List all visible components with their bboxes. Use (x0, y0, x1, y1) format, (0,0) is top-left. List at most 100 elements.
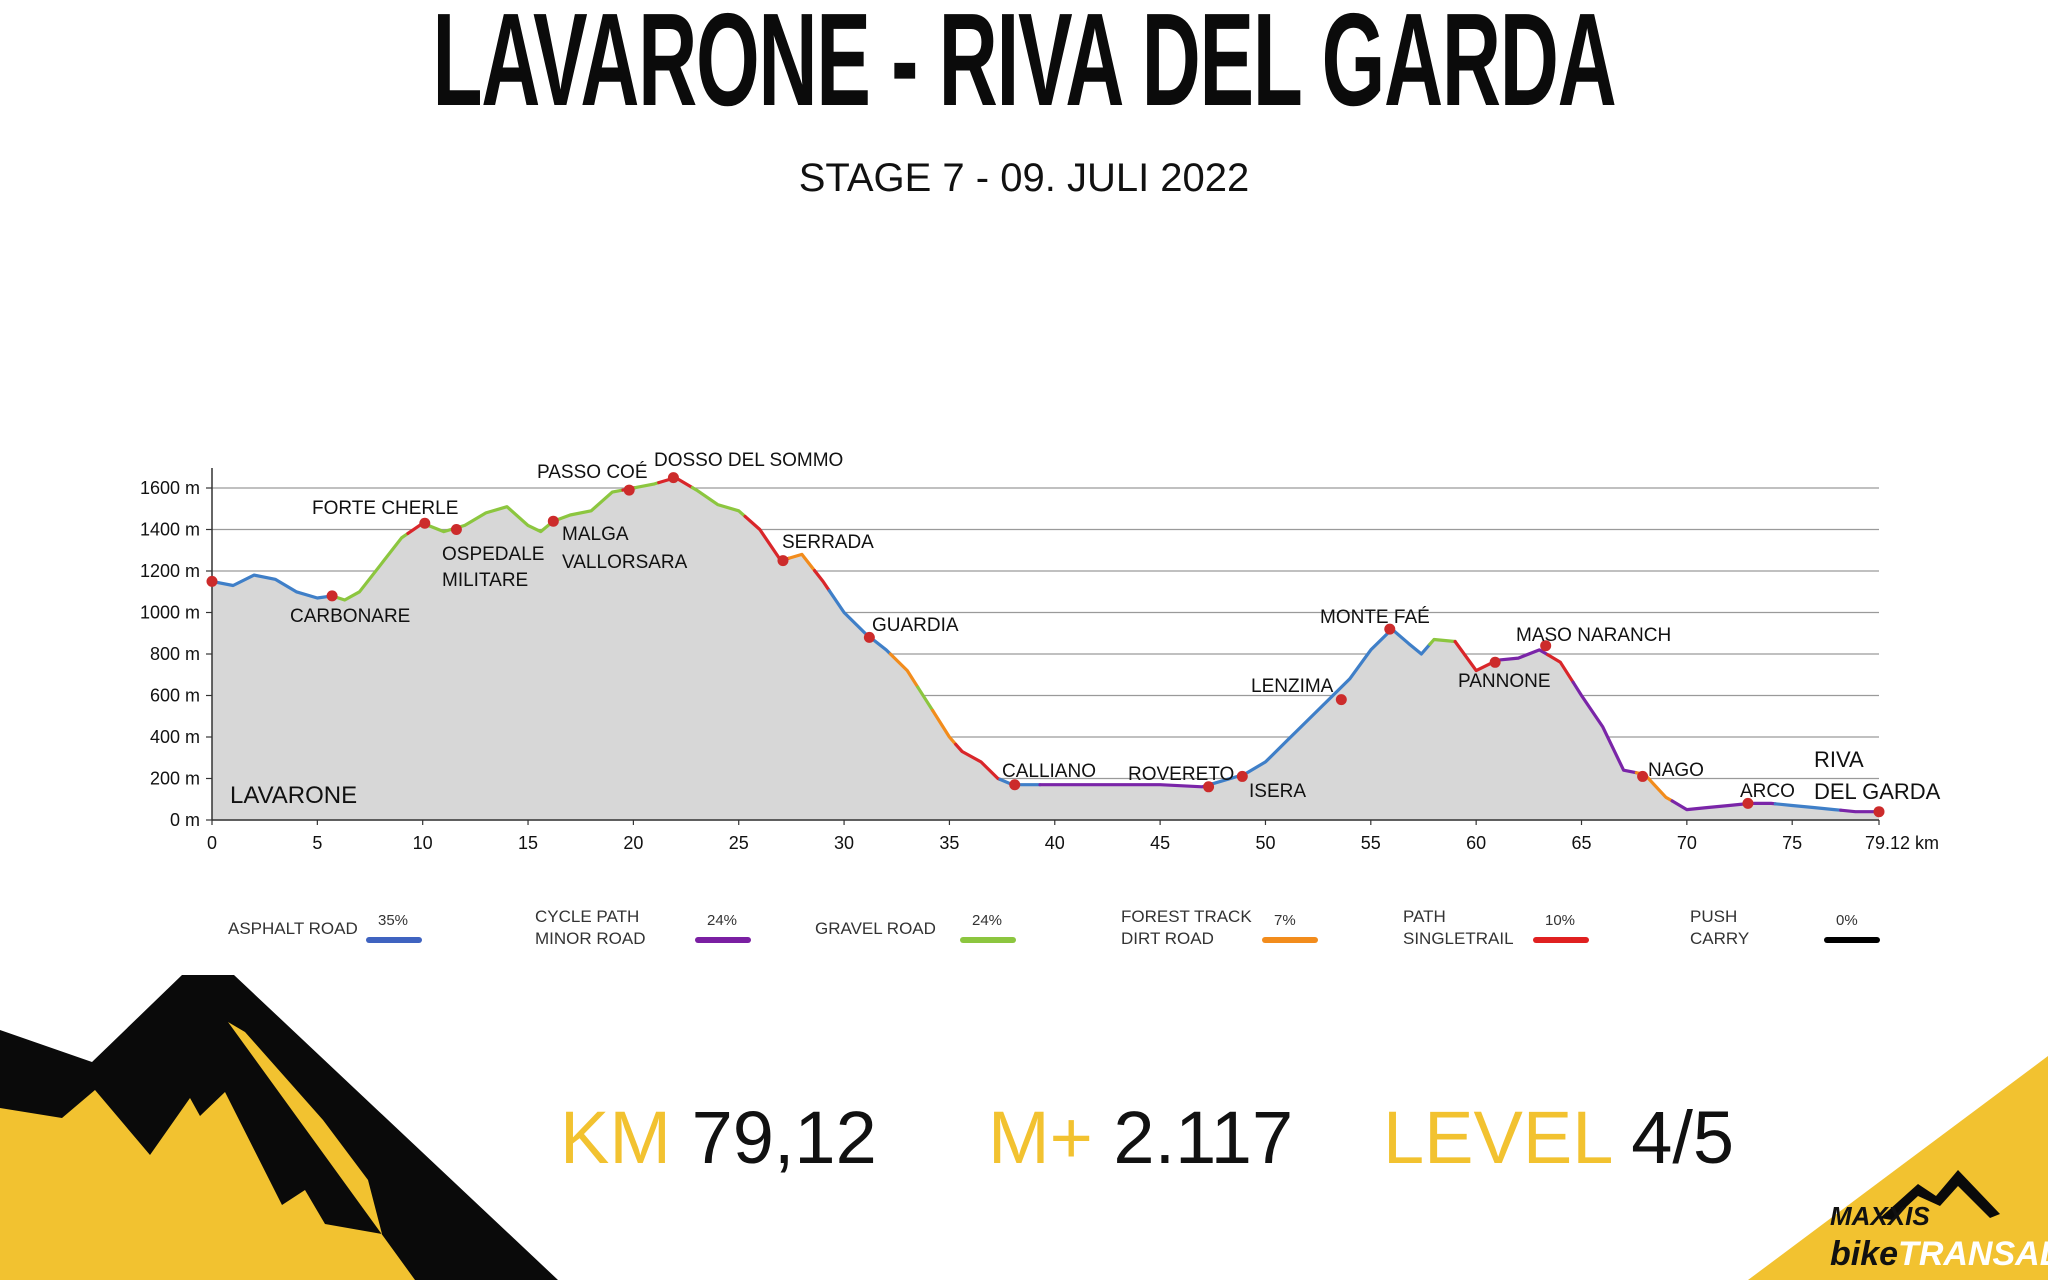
waypoint-marker (1335, 694, 1347, 706)
legend-swatch (1533, 937, 1589, 943)
label-del-garda: DEL GARDA (1814, 779, 1941, 804)
label-rovereto: ROVERETO (1128, 764, 1234, 785)
x-tick-label: 75 (1782, 833, 1802, 853)
legend-percent: 24% (707, 912, 738, 929)
x-tick-label: 5 (312, 833, 322, 853)
x-tick-label: 15 (518, 833, 538, 853)
stage-subtitle: STAGE 7 - 09. JULI 2022 (798, 156, 1250, 200)
label-lenzima: LENZIMA (1251, 676, 1334, 697)
surface-segment-singletrail (1453, 639, 1495, 673)
label-calliano: CALLIANO (1002, 761, 1096, 782)
y-tick-label: 200 m (150, 769, 200, 789)
left-mountain-yellow (0, 1022, 415, 1280)
label-maso-naranch: MASO NARANCH (1516, 625, 1671, 646)
waypoint-labels: CARBONARE FORTE CHERLE OSPEDALE MILITARE… (230, 450, 1941, 809)
legend-label-line: DIRT ROAD (1121, 929, 1214, 948)
x-tick-label: 70 (1677, 833, 1697, 853)
chart-axes (211, 468, 1879, 821)
x-tick-label: 20 (623, 833, 643, 853)
waypoint-marker (450, 524, 462, 535)
waypoint-marker (623, 484, 635, 496)
y-tick-label: 1400 m (140, 520, 200, 540)
waypoint-marker (1203, 781, 1215, 793)
legend-label-line: FOREST TRACK (1121, 907, 1252, 926)
legend-swatch (1262, 937, 1318, 943)
y-tick-label: 600 m (150, 686, 200, 706)
x-tick-labels: 0 5 10 15 20 25 30 35 40 45 50 55 60 65 70 75 79.12 km (207, 820, 1939, 853)
maxxis-bike-transalp-logo: MAXXIS bikeTRANSALP (1830, 1190, 2048, 1280)
left-mountain-black (0, 975, 558, 1280)
stat-elevation-value: 2.117 (1113, 1096, 1294, 1179)
surface-segment-gravel (916, 685, 935, 712)
y-tick-label: 1200 m (140, 561, 200, 581)
x-tick-label: 40 (1045, 833, 1065, 853)
x-tick-label: 79.12 km (1865, 833, 1939, 853)
elevation-area (212, 477, 1879, 820)
legend-percent: 0% (1836, 912, 1858, 929)
surface-segment-gravel (427, 488, 625, 534)
y-tick-label: 1600 m (140, 478, 200, 498)
y-tick-label: 0 m (170, 810, 200, 830)
waypoint-marker (1384, 623, 1396, 635)
label-ospedale: OSPEDALE (442, 544, 544, 565)
elevation-profile-chart: 0 m 200 m 400 m 600 m 800 m 1000 m 1200 m 1400 … (140, 450, 1941, 853)
label-pannone: PANNONE (1458, 671, 1551, 692)
surface-segment-asphalt (1211, 629, 1392, 786)
x-tick-label: 50 (1255, 833, 1275, 853)
label-carbonare: CARBONARE (290, 606, 410, 627)
surface-segments (210, 476, 1881, 814)
legend-swatch (960, 937, 1016, 943)
waypoint-marker (777, 555, 789, 567)
surface-segment-singletrail (813, 569, 831, 593)
surface-segment-asphalt (827, 589, 892, 656)
stat-km-label: KM (560, 1096, 671, 1179)
surface-segment-forest (787, 552, 817, 573)
legend-label-line: PUSH (1690, 907, 1738, 926)
legend-percent: 7% (1274, 912, 1296, 929)
legend-label: FOREST TRACK DIRT ROAD (1121, 906, 1252, 950)
x-tick-label: 45 (1150, 833, 1170, 853)
surface-segment-cyclepath (1839, 808, 1881, 814)
legend-label: ASPHALT ROAD (228, 918, 358, 940)
stat-elevation-label: M+ (988, 1096, 1093, 1179)
legend-label-line: PATH (1403, 907, 1446, 926)
surface-segment-gravel (1428, 637, 1457, 646)
waypoint-marker (326, 590, 338, 602)
waypoint-marker (1873, 806, 1885, 818)
x-tick-label: 30 (834, 833, 854, 853)
x-tick-label: 55 (1361, 833, 1381, 853)
legend-label-line: CARRY (1690, 929, 1750, 948)
waypoint-marker (1637, 770, 1649, 782)
stat-level-value: 4/5 (1631, 1096, 1735, 1179)
x-tick-label: 0 (207, 833, 217, 853)
legend-label-line: CYCLE PATH (535, 907, 640, 926)
legend-label: PUSH CARRY (1690, 906, 1749, 950)
label-nago: NAGO (1648, 760, 1704, 781)
waypoint-marker (419, 517, 431, 529)
label-malga: MALGA (562, 524, 629, 545)
surface-segment-forest (888, 652, 920, 689)
brand-bike: bike (1830, 1235, 1899, 1273)
label-serrada: SERRADA (782, 532, 874, 553)
waypoint-marker (667, 472, 679, 484)
legend-label-line: ASPHALT ROAD (228, 919, 358, 938)
waypoint-marker (206, 575, 218, 587)
label-monte-fae: MONTE FAÉ (1320, 607, 1430, 628)
x-tick-label: 60 (1466, 833, 1486, 853)
label-passo-coe: PASSO COÉ (537, 462, 648, 483)
brand-bike-transalp: bikeTRANSALP (1830, 1235, 2048, 1274)
legend-percent: 24% (972, 912, 1003, 929)
surface-segment-asphalt (1773, 802, 1843, 812)
label-riva: RIVA (1814, 747, 1864, 772)
waypoint-marker (1540, 640, 1552, 652)
stat-level-label: LEVEL (1383, 1096, 1611, 1179)
y-tick-label: 400 m (150, 727, 200, 747)
legend-swatch (1824, 937, 1880, 943)
label-arco: ARCO (1740, 781, 1795, 802)
y-tick-label: 1000 m (140, 603, 200, 623)
x-tick-label: 35 (939, 833, 959, 853)
surface-segment-asphalt (210, 573, 334, 600)
stat-level: LEVEL 4/5 (1383, 1095, 1734, 1180)
label-isera: ISERA (1249, 781, 1306, 802)
surface-segment-cyclepath (1670, 799, 1777, 812)
